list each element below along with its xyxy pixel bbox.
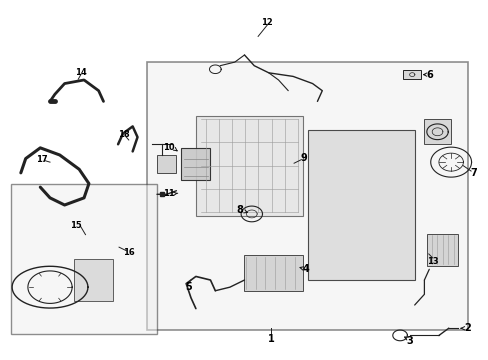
Bar (244, 255, 302, 291)
Bar (74, 258, 113, 301)
Bar (181, 148, 210, 180)
Text: 7: 7 (469, 168, 476, 178)
Bar (424, 119, 450, 144)
Text: 1: 1 (267, 334, 274, 344)
Text: 10: 10 (163, 143, 175, 152)
Text: 5: 5 (185, 282, 192, 292)
Text: 17: 17 (36, 155, 47, 164)
Bar (196, 116, 302, 216)
Bar (157, 155, 176, 173)
Text: 16: 16 (122, 248, 134, 257)
Bar (426, 234, 458, 266)
Text: 18: 18 (118, 130, 129, 139)
Text: 14: 14 (75, 68, 86, 77)
Text: 11: 11 (163, 189, 175, 198)
Text: 4: 4 (302, 264, 309, 274)
Text: 2: 2 (463, 323, 469, 333)
Text: 13: 13 (426, 257, 438, 266)
Text: 8: 8 (236, 205, 243, 215)
Bar (11, 184, 157, 334)
Bar (403, 70, 420, 79)
Text: 6: 6 (426, 69, 433, 80)
Text: 3: 3 (406, 336, 412, 346)
Text: 9: 9 (300, 153, 306, 163)
Text: 12: 12 (261, 18, 273, 27)
Bar (147, 62, 467, 330)
Text: 15: 15 (70, 221, 81, 230)
Bar (307, 130, 414, 280)
